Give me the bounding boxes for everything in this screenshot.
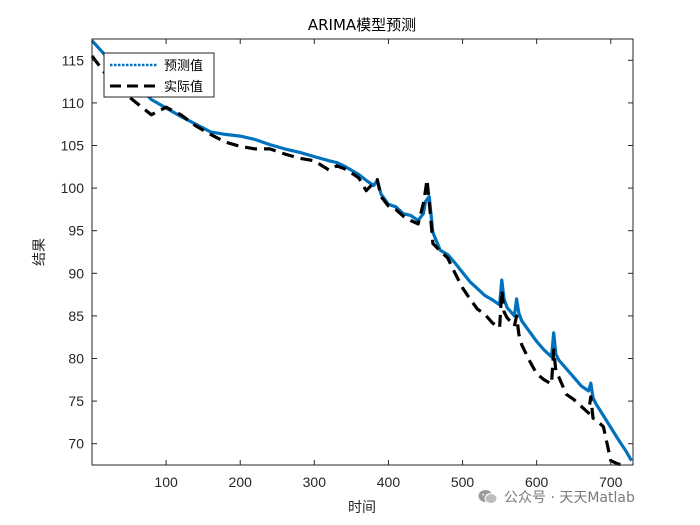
ticks-layer: 100 200 300 400 500 600 700 70 75 80 85 90 95 100 105 1… bbox=[61, 39, 633, 490]
x-tick-label: 600 bbox=[525, 474, 549, 490]
x-tick-label: 400 bbox=[377, 474, 401, 490]
series-line-forecast bbox=[90, 39, 633, 462]
y-tick-label: 90 bbox=[68, 265, 84, 281]
y-tick-label: 110 bbox=[62, 95, 85, 111]
x-axis-label: 时间 bbox=[348, 500, 376, 516]
x-tick-label: 200 bbox=[229, 474, 253, 490]
watermark-text: 公众号 · 天天Matlab bbox=[504, 490, 635, 506]
x-tick-label: 100 bbox=[154, 474, 178, 490]
y-tick-label: 105 bbox=[61, 138, 85, 154]
y-tick-label: 100 bbox=[61, 180, 85, 196]
x-tick-label: 500 bbox=[451, 474, 475, 490]
legend-box bbox=[103, 52, 215, 98]
watermark: 公众号 · 天天Matlab bbox=[478, 486, 635, 508]
y-tick-label: 115 bbox=[62, 52, 85, 68]
legend: 预测值 实际值 bbox=[103, 52, 215, 98]
plot-area bbox=[92, 39, 633, 465]
legend-label-forecast: 预测值 bbox=[164, 58, 203, 74]
y-tick-label: 75 bbox=[68, 393, 84, 409]
y-tick-label: 95 bbox=[68, 223, 84, 239]
axes-box bbox=[91, 38, 634, 466]
chart-title: ARIMA模型预测 bbox=[308, 16, 416, 34]
series-line-actual bbox=[90, 55, 626, 467]
x-tick-label: 300 bbox=[303, 474, 327, 490]
wechat-icon bbox=[478, 490, 498, 504]
y-axis-label: 结果 bbox=[32, 238, 48, 266]
y-tick-label: 80 bbox=[68, 351, 84, 367]
legend-label-actual: 实际值 bbox=[164, 79, 203, 95]
axes-layer bbox=[91, 38, 634, 466]
y-tick-label: 85 bbox=[68, 308, 84, 324]
series-layer bbox=[90, 39, 633, 467]
y-tick-label: 70 bbox=[68, 436, 84, 452]
x-tick-label: 700 bbox=[599, 474, 623, 490]
